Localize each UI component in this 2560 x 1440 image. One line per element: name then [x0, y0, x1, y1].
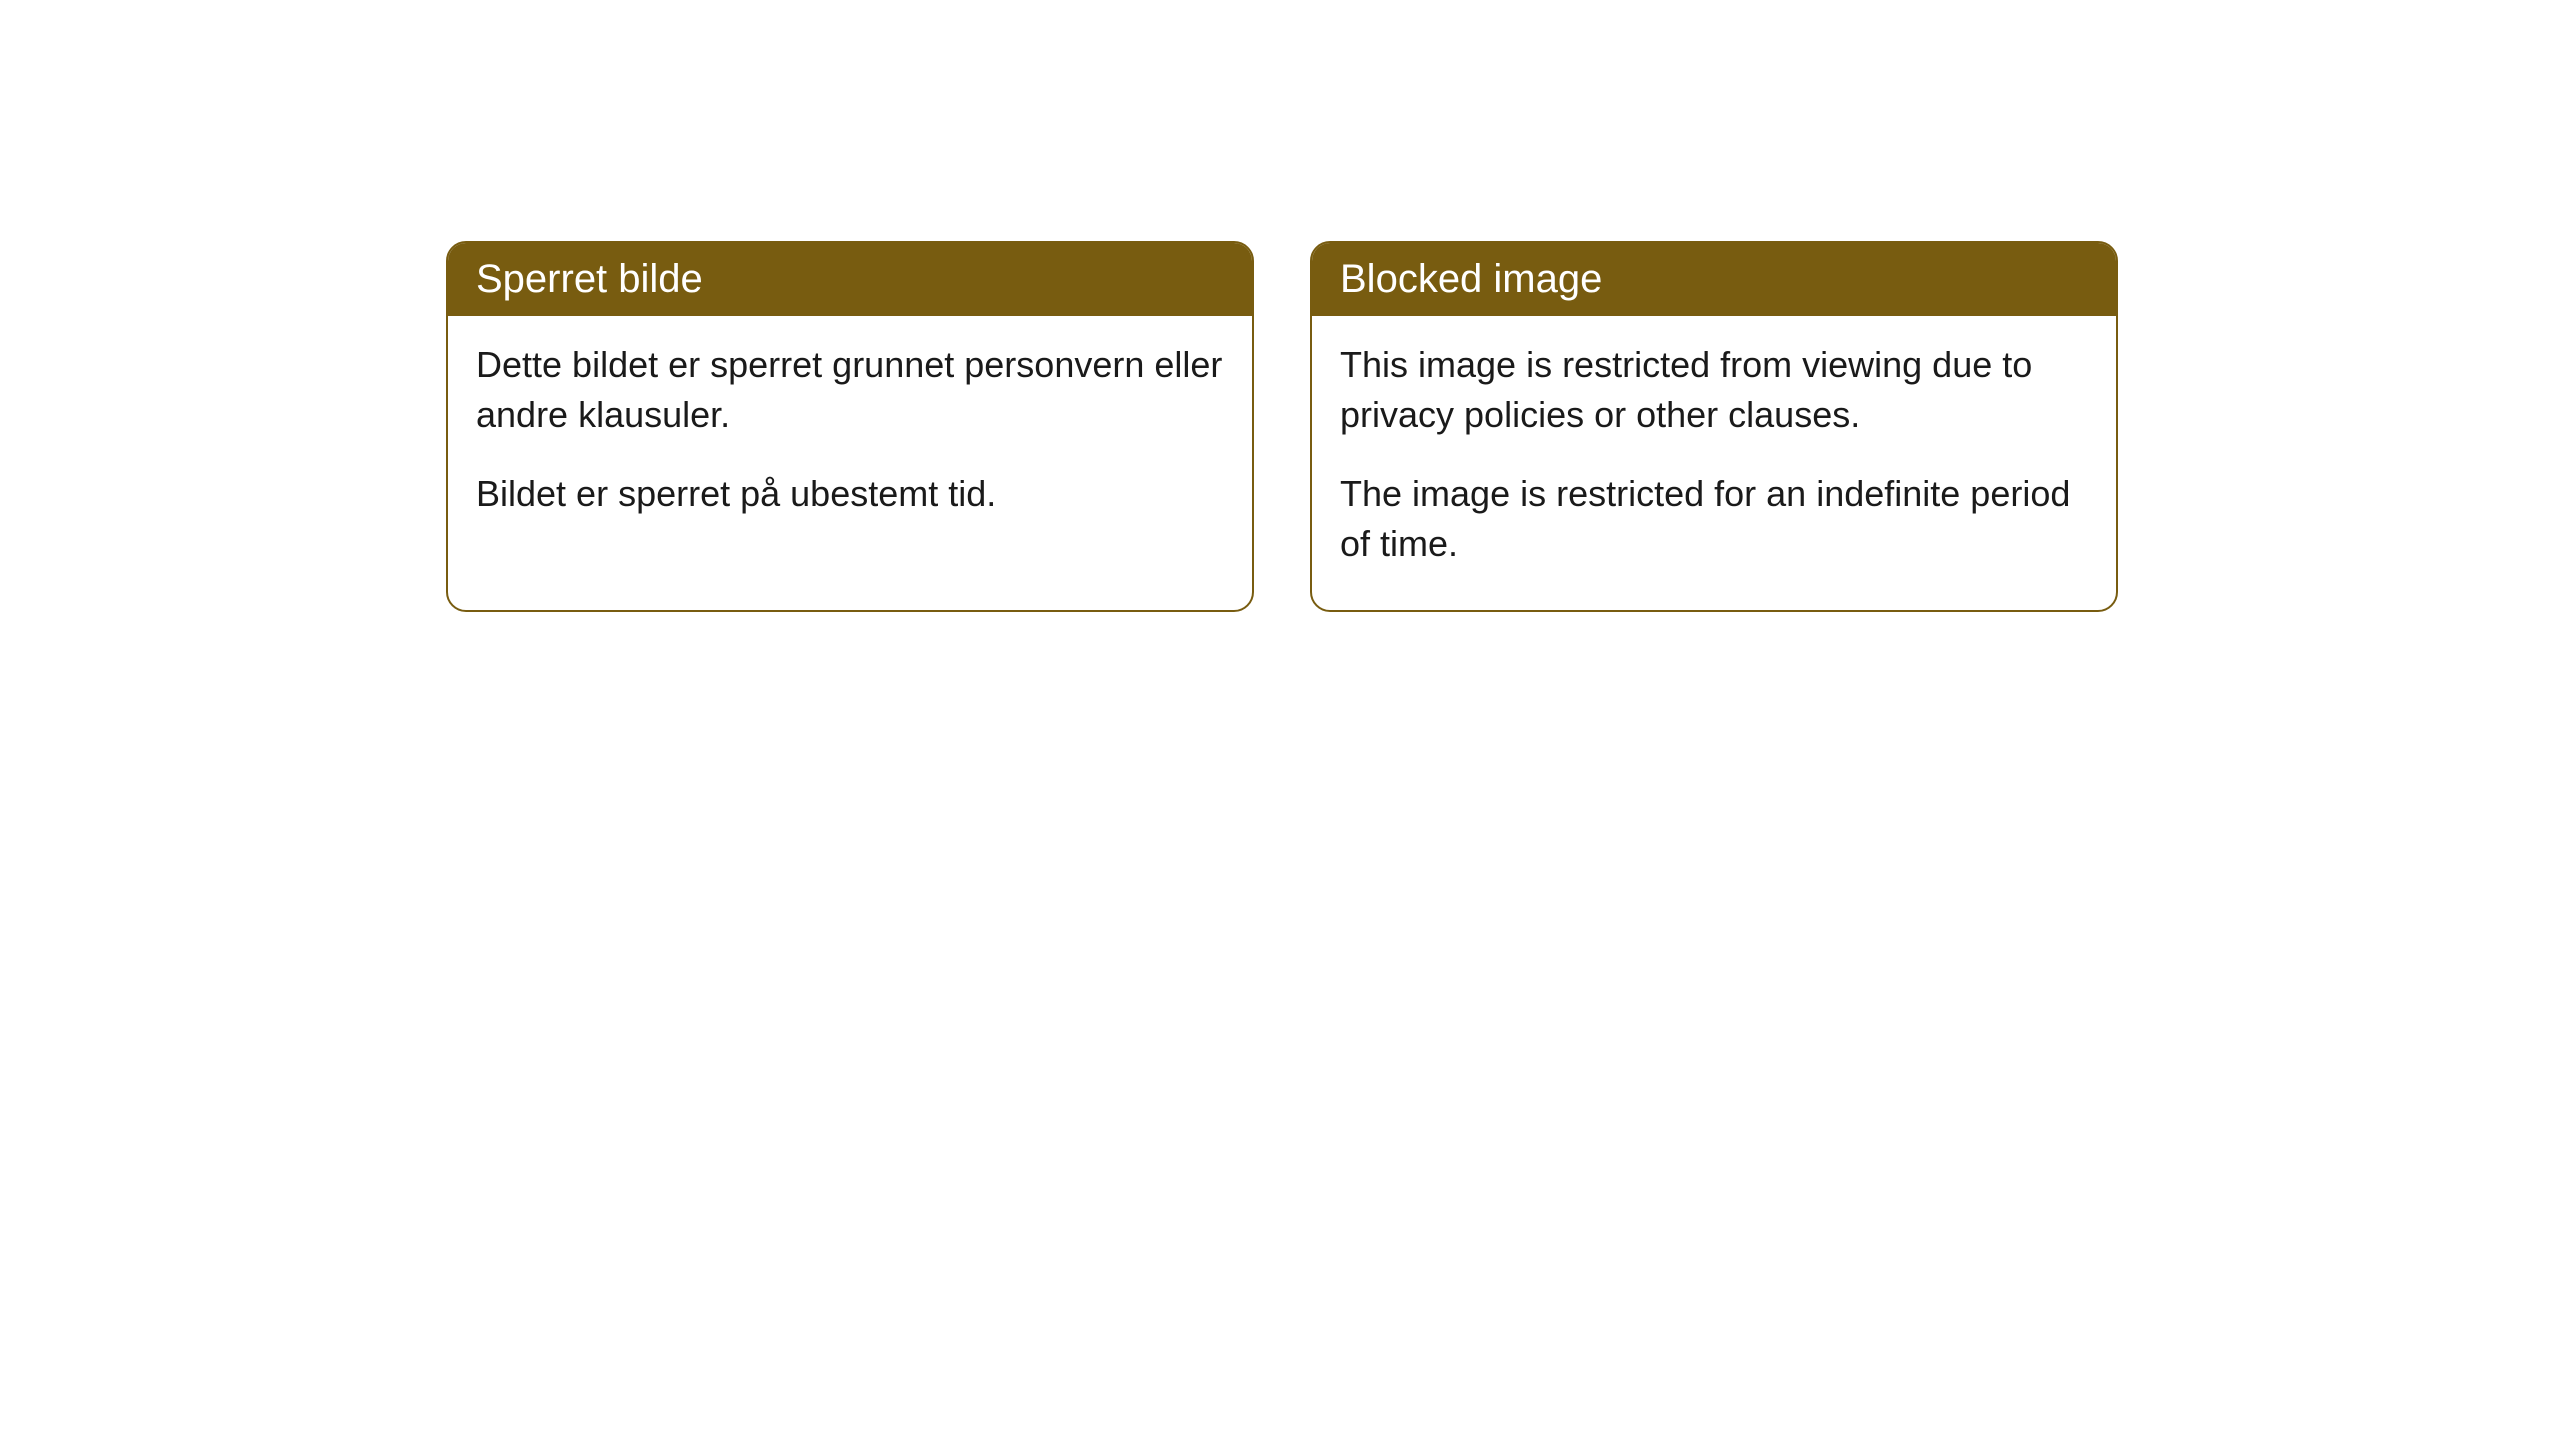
card-paragraph: Dette bildet er sperret grunnet personve…: [476, 340, 1224, 441]
blocked-image-card-english: Blocked image This image is restricted f…: [1310, 241, 2118, 612]
card-paragraph: This image is restricted from viewing du…: [1340, 340, 2088, 441]
notice-cards-container: Sperret bilde Dette bildet er sperret gr…: [446, 241, 2118, 612]
blocked-image-card-norwegian: Sperret bilde Dette bildet er sperret gr…: [446, 241, 1254, 612]
card-paragraph: Bildet er sperret på ubestemt tid.: [476, 469, 1224, 519]
card-body: Dette bildet er sperret grunnet personve…: [448, 316, 1252, 559]
card-body: This image is restricted from viewing du…: [1312, 316, 2116, 610]
card-header: Blocked image: [1312, 243, 2116, 316]
card-title: Blocked image: [1340, 257, 1602, 301]
card-title: Sperret bilde: [476, 257, 703, 301]
card-paragraph: The image is restricted for an indefinit…: [1340, 469, 2088, 570]
card-header: Sperret bilde: [448, 243, 1252, 316]
